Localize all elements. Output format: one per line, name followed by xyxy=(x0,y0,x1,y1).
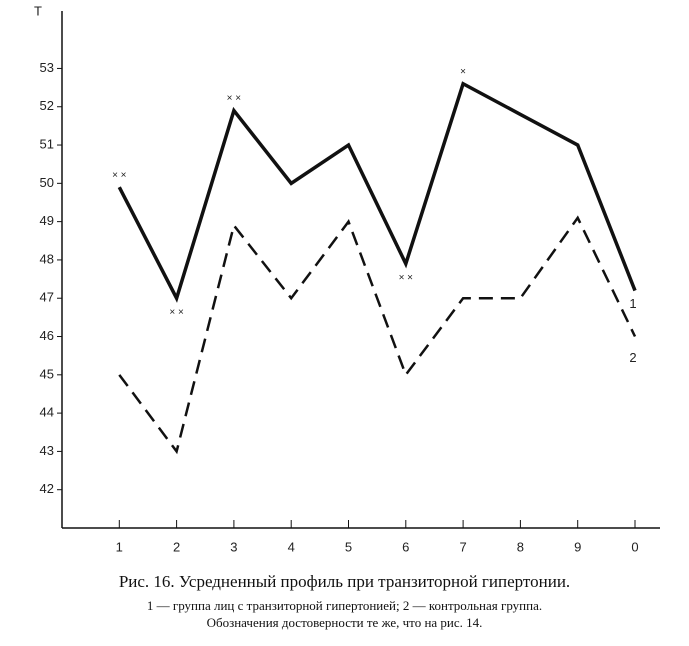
significance-mark: × × xyxy=(399,272,414,283)
y-tick-label: 52 xyxy=(40,98,54,113)
x-tick-label: 6 xyxy=(402,539,409,554)
y-tick-label: 47 xyxy=(40,290,54,305)
y-tick-label: 45 xyxy=(40,366,54,381)
x-tick-label: 2 xyxy=(173,539,180,554)
x-tick-label: 4 xyxy=(288,539,295,554)
series-line xyxy=(118,215,637,455)
y-tick-label: 49 xyxy=(40,213,54,228)
caption-line: 1 — группа лиц с транзиторной гипертоние… xyxy=(146,598,543,613)
x-tick-label: 1 xyxy=(116,539,123,554)
significance-mark: × xyxy=(460,66,466,77)
y-tick-label: 50 xyxy=(40,175,54,190)
series-label: 1 xyxy=(629,296,636,311)
x-tick-label: 7 xyxy=(459,539,466,554)
x-tick-label: 0 xyxy=(631,539,638,554)
significance-mark: × × xyxy=(169,307,184,318)
significance-mark: × × xyxy=(112,170,127,181)
series-line xyxy=(117,81,637,303)
x-tick-label: 8 xyxy=(517,539,524,554)
x-tick-label: 9 xyxy=(574,539,581,554)
y-tick-label: 53 xyxy=(40,60,54,75)
significance-mark: × × xyxy=(227,93,242,104)
y-tick-label: 46 xyxy=(40,328,54,343)
caption-title: Рис. 16. Усредненный профиль при транзит… xyxy=(118,572,571,591)
y-tick-label: 48 xyxy=(40,251,54,266)
y-axis-label: T xyxy=(34,3,42,18)
series-label: 2 xyxy=(629,350,636,365)
y-tick-label: 44 xyxy=(40,405,54,420)
caption-line: Обозначения достоверности те же, что на … xyxy=(206,615,483,630)
y-tick-label: 51 xyxy=(40,136,54,151)
x-tick-label: 3 xyxy=(230,539,237,554)
y-tick-label: 42 xyxy=(40,481,54,496)
y-tick-label: 43 xyxy=(40,443,54,458)
x-tick-label: 5 xyxy=(345,539,352,554)
